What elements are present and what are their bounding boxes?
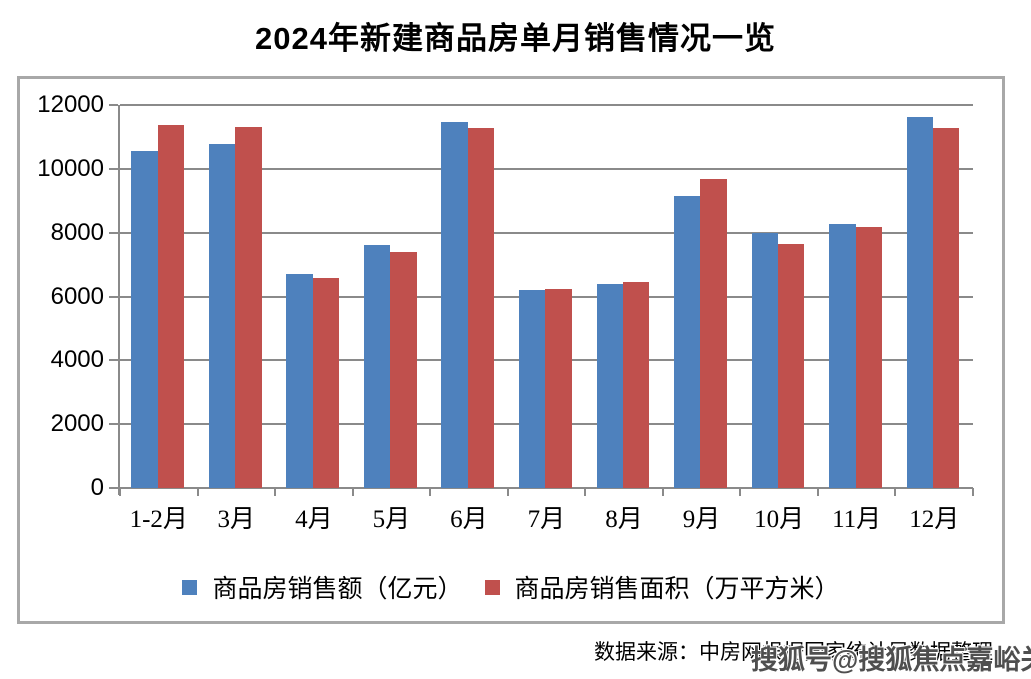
x-tick-4 bbox=[429, 488, 431, 496]
y-axis-label-10000: 10000 bbox=[37, 155, 104, 182]
x-axis-label-5月: 5月 bbox=[372, 506, 411, 533]
gridline-12000 bbox=[120, 104, 973, 106]
bar-series2-6月 bbox=[467, 128, 495, 488]
x-axis-label-11月: 11月 bbox=[832, 506, 882, 533]
chart-frame: 0 2000 4000 6000 8000 10000 12000 1-2月 3月 4月 5月 6月… bbox=[17, 76, 1005, 624]
bar-series2-8月 bbox=[622, 282, 650, 488]
x-axis-label-4月: 4月 bbox=[295, 506, 333, 533]
y-axis-labels: 0 2000 4000 6000 8000 10000 12000 bbox=[20, 92, 104, 501]
data-source-note: 数据来源：中房网根据国家统计局数据整理 bbox=[594, 640, 993, 664]
x-tick-11 bbox=[972, 488, 974, 496]
bar-series1-9月 bbox=[674, 196, 701, 488]
x-tick-7 bbox=[662, 488, 664, 496]
x-axis-label-3月: 3月 bbox=[217, 506, 255, 533]
x-tick-5 bbox=[507, 488, 509, 496]
watermark: 搜狐号@搜狐焦点嘉峪关站 bbox=[751, 645, 1031, 675]
chart-title: 2024年新建商品房单月销售情况一览 bbox=[255, 21, 776, 56]
bar-series1-6月 bbox=[441, 122, 468, 488]
x-tick-9 bbox=[817, 488, 819, 496]
y-tick-12000 bbox=[109, 104, 118, 106]
x-axis-label-8月: 8月 bbox=[605, 506, 643, 533]
x-axis-label-9月: 9月 bbox=[682, 506, 721, 533]
legend-label-sales-amount: 商品房销售额（亿元） bbox=[212, 576, 463, 603]
x-tick-0 bbox=[119, 488, 121, 496]
legend-label-sales-area: 商品房销售面积（万平方米） bbox=[514, 576, 840, 603]
bar-series2-5月 bbox=[390, 252, 417, 488]
bar-series2-4月 bbox=[312, 278, 340, 488]
bar-series1-8月 bbox=[596, 284, 623, 488]
y-tick-10000 bbox=[109, 168, 118, 170]
bar-series2-3月 bbox=[235, 127, 262, 488]
y-axis-label-2000: 2000 bbox=[50, 410, 104, 437]
gridline-0 bbox=[120, 487, 973, 489]
y-axis-label-6000: 6000 bbox=[50, 283, 104, 310]
bar-series1-4月 bbox=[286, 274, 313, 488]
x-axis-label-10月: 10月 bbox=[754, 506, 805, 533]
x-axis-labels: 1-2月 3月 4月 5月 6月 7月 8月 9月 10月 11月 12月 bbox=[120, 499, 973, 533]
bar-series1-3月 bbox=[208, 144, 236, 488]
legend-swatch-blue bbox=[182, 579, 198, 595]
y-tick-4000 bbox=[109, 359, 118, 361]
bar-series1-5月 bbox=[363, 245, 391, 488]
gridline-8000 bbox=[120, 232, 973, 234]
legend-item-sales-area: 商品房销售面积（万平方米） bbox=[484, 569, 840, 605]
bar-series1-11月 bbox=[829, 224, 856, 488]
x-tick-8 bbox=[739, 488, 741, 496]
x-axis-label-12月: 12月 bbox=[909, 506, 960, 533]
y-axis-label-0: 0 bbox=[90, 474, 104, 501]
x-axis-label-6月: 6月 bbox=[450, 506, 488, 533]
plot-area bbox=[109, 104, 974, 496]
bar-series1-12月 bbox=[906, 117, 934, 488]
bar-series2-7月 bbox=[545, 289, 572, 488]
bar-series1-10月 bbox=[751, 233, 778, 488]
x-tick-10 bbox=[894, 488, 896, 496]
y-tick-6000 bbox=[109, 296, 118, 298]
legend-swatch-red bbox=[484, 579, 500, 595]
legend: 商品房销售额（亿元） 商品房销售面积（万平方米） bbox=[20, 569, 1002, 605]
bar-series2-12月 bbox=[933, 128, 960, 488]
x-tick-1 bbox=[197, 488, 199, 496]
y-tick-0 bbox=[109, 487, 118, 489]
x-tick-6 bbox=[584, 488, 586, 496]
y-axis-label-12000: 12000 bbox=[37, 91, 104, 118]
bar-series1-7月 bbox=[519, 290, 546, 488]
y-tick-8000 bbox=[109, 232, 118, 234]
bar-series2-1-2月 bbox=[157, 125, 184, 488]
y-axis-line bbox=[118, 105, 120, 495]
bar-series2-10月 bbox=[778, 244, 805, 488]
x-axis-label-1-2月: 1-2月 bbox=[129, 506, 188, 533]
y-axis-label-8000: 8000 bbox=[50, 219, 104, 246]
bar-series2-11月 bbox=[855, 227, 882, 488]
x-tick-2 bbox=[274, 488, 276, 496]
bar-series1-1-2月 bbox=[131, 151, 158, 488]
y-tick-2000 bbox=[109, 423, 118, 425]
x-axis-label-7月: 7月 bbox=[527, 506, 566, 533]
y-axis-label-4000: 4000 bbox=[50, 346, 104, 373]
legend-item-sales-amount: 商品房销售额（亿元） bbox=[182, 569, 463, 605]
x-tick-3 bbox=[352, 488, 354, 496]
bar-series2-9月 bbox=[700, 179, 727, 488]
gridline-10000 bbox=[120, 168, 973, 170]
